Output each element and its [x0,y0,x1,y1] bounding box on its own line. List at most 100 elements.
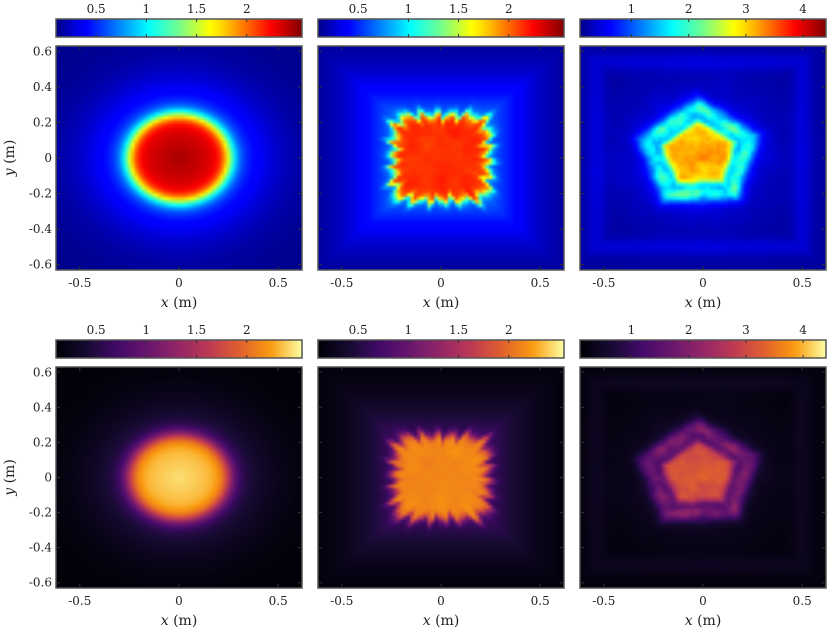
heatmap-image [56,46,302,270]
x-axis-label: x (m) [423,295,460,311]
x-axis-label-unit: (m) [431,613,460,629]
colorbar-tick-label: 2 [505,323,513,337]
x-tick-label: 0.5 [531,276,550,290]
colorbar-tick-label: 0.5 [349,2,368,16]
x-tick-label: 0.5 [531,594,550,608]
heatmap-image [318,46,564,270]
colorbar-tick-label: 1.5 [449,2,468,16]
x-tick-label: 0.5 [793,276,812,290]
x-tick-label: 0.5 [793,594,812,608]
y-tick-label: -0.2 [29,187,52,201]
panel-1: 0.5 1 1.5 2 -0.5 0 0.5 x (m) -0.6 -0.4 -0.2 0 0.2 0.4… [2,2,303,311]
colorbar: 0.5 1 1.5 2 [55,2,303,38]
colorbar-tick-label: 2 [685,2,693,16]
heatmap-image [580,46,826,270]
colorbar-tick-label: 3 [742,323,750,337]
colorbar-tick-label: 1 [628,2,636,16]
colorbar-bar [579,18,827,38]
y-tick-label: 0 [44,471,52,485]
colorbar-tick-label: 0.5 [87,323,106,337]
x-axis-label: x (m) [685,613,722,629]
colorbar-tick-label: 1.5 [187,323,206,337]
colorbar-bar [55,339,303,359]
panel-5: 0.5 1 1.5 2 -0.5 0 0.5 x (m) [317,323,565,629]
colorbar-tick-label: 4 [799,323,807,337]
x-axis-label-unit: (m) [693,613,722,629]
x-axis-label-symbol: x [685,613,693,629]
heatmap-image [318,367,564,588]
y-tick-label: 0.4 [33,400,52,414]
x-axis-label-unit: (m) [431,295,460,311]
colorbar: 1 2 3 4 [579,323,827,359]
colorbar-bar [55,18,303,38]
y-axis-label-unit: (m) [2,140,18,169]
colorbar: 0.5 1 1.5 2 [317,2,565,38]
x-tick-label: -0.5 [330,594,353,608]
x-axis-label-symbol: x [423,295,431,311]
x-tick-label: 0.5 [269,594,288,608]
colorbar: 0.5 1 1.5 2 [55,323,303,359]
y-axis-label-symbol: y [2,487,18,497]
panel-3: 1 2 3 4 -0.5 0 0.5 x (m) [579,2,827,311]
x-tick-label: 0 [175,276,183,290]
x-axis-label-symbol: x [423,613,431,629]
panel-4: 0.5 1 1.5 2 -0.5 0 0.5 x (m) -0.6 -0.4 -0.2 0 0.2 0.4… [2,323,303,629]
colorbar-tick-label: 0.5 [87,2,106,16]
y-tick-label: 0.2 [33,115,52,129]
y-axis-label: y (m) [2,459,18,497]
x-axis-label: x (m) [423,613,460,629]
x-tick-label: 0 [437,276,445,290]
colorbar-tick-label: 1.5 [449,323,468,337]
colorbar-tick-label: 4 [799,2,807,16]
y-tick-label: 0.6 [33,44,52,58]
panel-6: 1 2 3 4 -0.5 0 0.5 x (m) [579,323,827,629]
colorbar: 1 2 3 4 [579,2,827,38]
colorbar-tick-label: 2 [243,323,251,337]
x-axis-label-unit: (m) [693,295,722,311]
y-tick-label: 0.6 [33,365,52,379]
colorbar-tick-label: 0.5 [349,323,368,337]
colorbar-tick-label: 3 [742,2,750,16]
colorbar-tick-label: 1 [405,2,413,16]
x-axis-label-symbol: x [685,295,693,311]
x-tick-label: 0 [699,594,707,608]
colorbar: 0.5 1 1.5 2 [317,323,565,359]
y-tick-label: 0 [44,151,52,165]
colorbar-tick-label: 1 [143,2,151,16]
x-axis-label-unit: (m) [169,613,198,629]
colorbar-tick-label: 2 [505,2,513,16]
x-axis-label: x (m) [161,295,198,311]
x-tick-label: -0.5 [330,276,353,290]
x-tick-label: -0.5 [68,594,91,608]
y-tick-label: -0.4 [29,541,53,555]
panel-2: 0.5 1 1.5 2 -0.5 0 0.5 x (m) [317,2,565,311]
x-tick-label: 0 [699,276,707,290]
colorbar-tick-label: 1.5 [187,2,206,16]
colorbar-tick-label: 1 [143,323,151,337]
y-axis-label: y (m) [2,140,18,178]
colorbar-bar [579,339,827,359]
heatmap-image [580,367,826,588]
colorbar-tick-label: 2 [243,2,251,16]
y-tick-label: -0.6 [29,258,52,272]
y-axis-label-unit: (m) [2,459,18,488]
x-tick-label: 0 [175,594,183,608]
x-axis-label: x (m) [685,295,722,311]
y-tick-label: 0.4 [33,80,52,94]
y-tick-label: -0.4 [29,222,53,236]
x-axis-label: x (m) [161,613,198,629]
colorbar-bar [317,18,565,38]
y-tick-label: -0.2 [29,506,52,520]
x-tick-label: -0.5 [68,276,91,290]
colorbar-bar [317,339,565,359]
colorbar-tick-label: 1 [628,323,636,337]
x-tick-label: -0.5 [592,276,615,290]
x-axis-label-symbol: x [161,295,169,311]
x-tick-label: 0.5 [269,276,288,290]
x-axis-label-symbol: x [161,613,169,629]
colorbar-tick-label: 1 [405,323,413,337]
y-tick-label: 0.2 [33,435,52,449]
x-axis-label-unit: (m) [169,295,198,311]
y-axis-label-symbol: y [2,167,18,177]
